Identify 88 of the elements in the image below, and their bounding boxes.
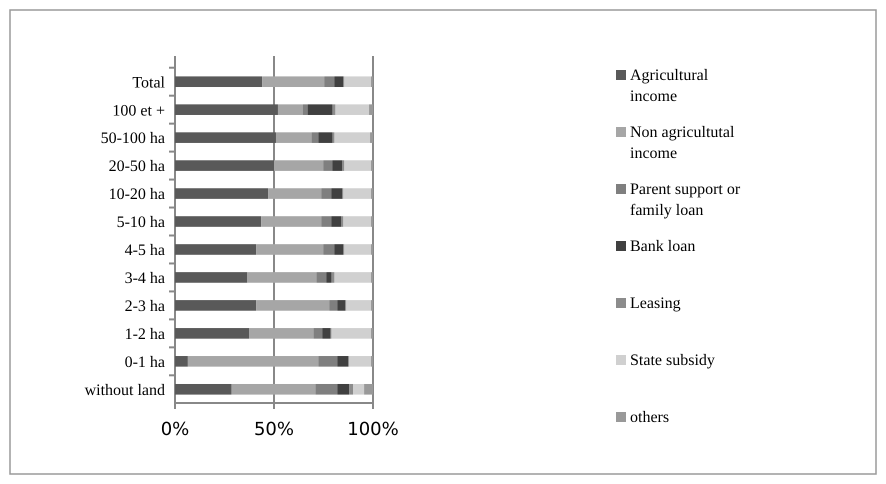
legend-label: Parent support or family loan — [630, 181, 741, 219]
bar — [346, 300, 372, 311]
bar — [326, 272, 332, 283]
bar — [331, 272, 334, 283]
legend-label: others — [630, 409, 670, 426]
bar — [318, 356, 338, 367]
bar — [175, 188, 268, 199]
y-tick-label: 5-10 ha — [116, 214, 165, 232]
bar — [353, 384, 364, 395]
bar — [344, 244, 372, 255]
bar — [337, 300, 346, 311]
bar — [324, 160, 332, 171]
y-tick-label: 4-5 ha — [124, 242, 165, 260]
bar — [337, 356, 348, 367]
bar — [324, 76, 334, 88]
bar — [175, 76, 262, 88]
legend-label: State subsidy — [630, 352, 715, 369]
bar — [175, 132, 276, 143]
bar — [364, 384, 373, 395]
bar — [256, 244, 324, 255]
bar — [370, 132, 373, 143]
bar — [349, 384, 354, 395]
y-tick-label: 1-2 ha — [124, 326, 165, 343]
legend-label: Non agricultutal income — [630, 124, 735, 162]
bar — [324, 244, 334, 255]
bar — [278, 104, 303, 115]
bar — [175, 356, 188, 367]
bar — [256, 300, 330, 311]
bar — [274, 160, 324, 171]
bar — [349, 356, 372, 367]
bar — [175, 216, 262, 227]
bar — [344, 160, 372, 171]
legend-label: Leasing — [630, 295, 681, 312]
bar — [261, 216, 322, 227]
bar — [334, 132, 370, 143]
bar — [316, 384, 338, 395]
bar — [231, 384, 316, 395]
bar — [369, 104, 373, 115]
bar — [331, 188, 342, 199]
bar — [262, 76, 324, 88]
y-tick-label: 20-50 ha — [108, 158, 165, 176]
bar — [175, 272, 248, 283]
y-tick-label: 10-20 ha — [108, 186, 165, 204]
bar — [322, 216, 332, 227]
bar — [175, 104, 278, 115]
y-tick-label: 3-4 ha — [124, 270, 165, 288]
legend-label: Bank loan — [630, 238, 696, 255]
bar — [343, 216, 372, 227]
bar — [329, 300, 338, 311]
x-tick-label: 50% — [254, 419, 294, 440]
bar — [318, 132, 332, 143]
bar — [175, 300, 256, 311]
bar — [175, 160, 274, 171]
bar — [276, 132, 312, 143]
x-tick-label: 0% — [160, 419, 190, 440]
bar — [268, 188, 322, 199]
y-tick-label: without land — [84, 382, 165, 399]
bar — [175, 384, 232, 395]
bar — [334, 244, 344, 255]
y-tick-label: 0-1 ha — [124, 354, 165, 371]
bar — [314, 328, 323, 339]
y-tick-label: 2-3 ha — [124, 298, 165, 316]
bar — [322, 328, 330, 339]
bar — [312, 132, 319, 143]
bar — [175, 244, 256, 255]
y-tick-label: 50-100 ha — [100, 130, 165, 148]
bar — [188, 356, 319, 367]
bar — [334, 76, 344, 88]
bar — [334, 272, 372, 283]
legend-label: Agricultural income — [630, 67, 709, 105]
bar — [332, 104, 336, 115]
bar — [322, 188, 332, 199]
bar — [308, 104, 332, 115]
bar — [302, 104, 308, 115]
bar — [247, 272, 317, 283]
bar — [332, 160, 342, 171]
bar — [343, 188, 372, 199]
x-tick-label: 100% — [347, 419, 399, 440]
bar — [316, 272, 326, 283]
y-tick-label: 100 et + — [112, 102, 165, 120]
y-tick-label: Total — [132, 74, 166, 92]
bar — [331, 216, 342, 227]
bar — [337, 384, 350, 395]
bar — [331, 328, 372, 339]
bar — [344, 76, 372, 88]
bar — [335, 104, 370, 115]
bar — [249, 328, 314, 339]
bar — [175, 328, 250, 339]
